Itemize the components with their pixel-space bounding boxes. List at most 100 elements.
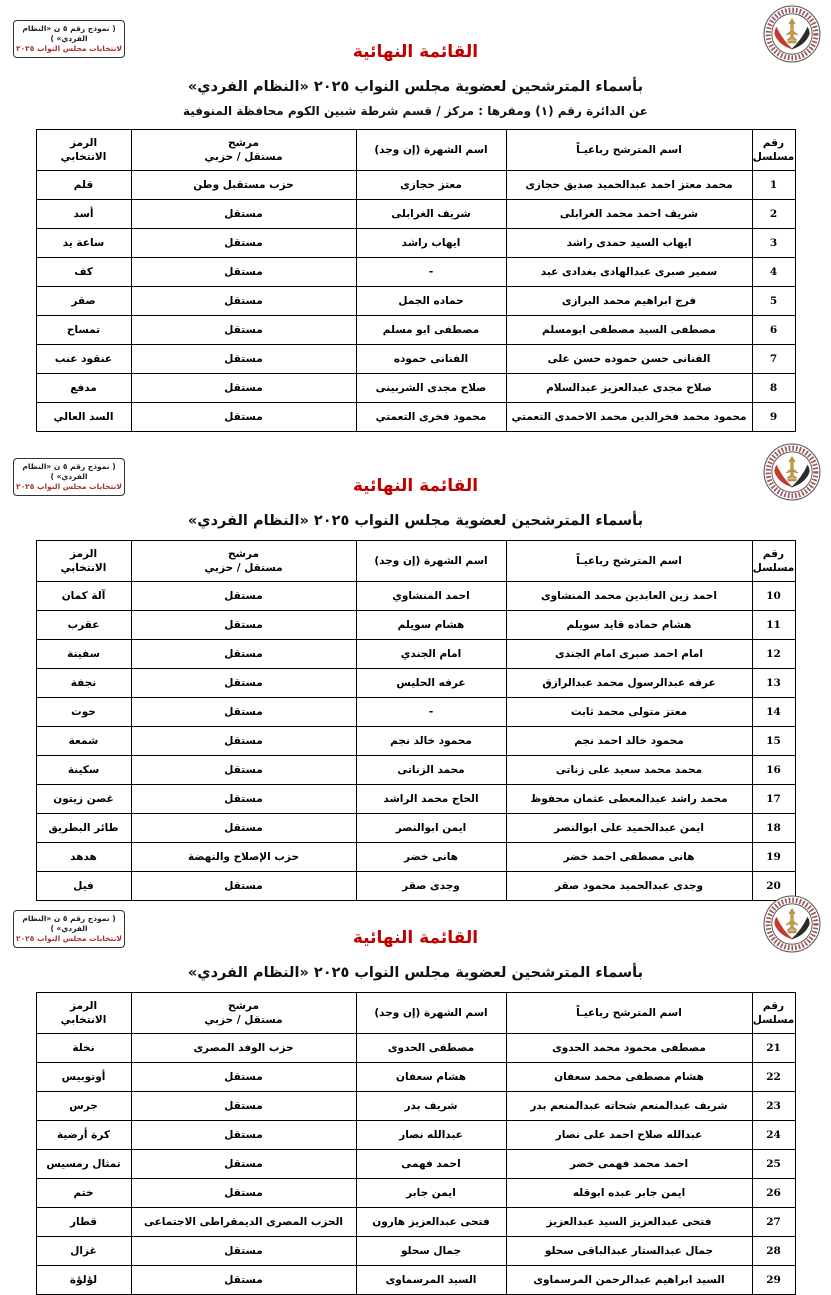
column-header-serial: رقم مسلسل [751, 540, 796, 582]
cell-name: عبدالله صلاح احمد على نصار [505, 1120, 753, 1150]
cell-name: شريف عبدالمنعم شحاته عبدالمنعم بدر [505, 1091, 753, 1121]
cell-symbol: لؤلؤة [35, 1265, 132, 1295]
cell-shahra: جمال سحلو [355, 1236, 507, 1266]
cell-symbol: صقر [35, 286, 132, 316]
cell-symbol: شمعة [35, 726, 132, 756]
cell-name: احمد محمد فهمى خضر [505, 1149, 753, 1179]
cell-serial: 29 [751, 1265, 796, 1295]
cell-party: مستقل [130, 755, 357, 785]
cell-party: مستقل [130, 1236, 357, 1266]
page-subtitle: بأسماء المترشحين لعضوية مجلس النواب ٢٠٢٥… [187, 79, 644, 95]
cell-symbol: فيل [35, 871, 132, 901]
election-year-line: لانتخابات مجلس النواب ٢٠٢٥ [16, 482, 122, 492]
table-header-row: رقم مسلسل اسم المترشح رباعيـاً اسم الشهرة … [35, 540, 796, 582]
cell-name: محمود خالد احمد نجم [505, 726, 753, 756]
cell-shahra: - [355, 697, 507, 727]
candidate-row: 13 عرفه عبدالرسول محمد عبدالرازق عرفه الحل… [35, 668, 796, 698]
cell-serial: 12 [751, 639, 796, 669]
candidate-row: 2 شريف احمد محمد الغرابلى شريف الغرابلى مست… [35, 199, 796, 229]
cell-symbol: كرة أرضية [35, 1120, 132, 1150]
cell-name: هشام مصطفى محمد سعفان [505, 1062, 753, 1092]
candidate-row: 22 هشام مصطفى محمد سعفان هشام سعفان مستقل أو… [35, 1062, 796, 1092]
cell-party: مستقل [130, 344, 357, 374]
candidate-row: 28 جمال عبدالستار عبدالباقى سحلو جمال سحلو… [35, 1236, 796, 1266]
cell-party: مستقل [130, 726, 357, 756]
candidate-row: 6 مصطفى السيد مصطفى ابومسلم مصطفى ابو مسلم… [35, 315, 796, 345]
cell-shahra: السيد المرسماوى [355, 1265, 507, 1295]
cell-name: احمد زين العابدين محمد المنشاوى [505, 581, 753, 611]
cell-party: مستقل [130, 610, 357, 640]
cell-symbol: مدفع [35, 373, 132, 403]
cell-party: مستقل [130, 1149, 357, 1179]
cell-shahra: احمد المنشاوي [355, 581, 507, 611]
national-elections-authority-logo-icon [763, 5, 821, 63]
form-number-line: ( نموذج رقم ٥ ن «النظام الفردي» ) [22, 462, 116, 482]
cell-party: مستقل [130, 581, 357, 611]
cell-shahra: امام الجندي [355, 639, 507, 669]
cell-serial: 23 [751, 1091, 796, 1121]
cell-symbol: سفينة [35, 639, 132, 669]
cell-name: فتحى عبدالعزيز السيد عبدالعزيز [505, 1207, 753, 1237]
column-header-shahra: اسم الشهرة (إن وجد) [355, 992, 507, 1034]
cell-party: مستقل [130, 697, 357, 727]
page-title: القائمة النهائية [352, 42, 479, 62]
cell-shahra: الفنانى حموده [355, 344, 507, 374]
cell-serial: 7 [751, 344, 796, 374]
cell-serial: 24 [751, 1120, 796, 1150]
cell-party: مستقل [130, 199, 357, 229]
cell-serial: 28 [751, 1236, 796, 1266]
candidate-row: 27 فتحى عبدالعزيز السيد عبدالعزيز فتحى عبد… [35, 1207, 796, 1237]
cell-shahra: محمود خالد نجم [355, 726, 507, 756]
cell-serial: 26 [751, 1178, 796, 1208]
cell-name: فرج ابراهيم محمد البرازى [505, 286, 753, 316]
cell-name: عرفه عبدالرسول محمد عبدالرازق [505, 668, 753, 698]
cell-party: مستقل [130, 668, 357, 698]
national-elections-authority-logo-icon [763, 443, 821, 501]
column-header-name: اسم المترشح رباعيـاً [505, 992, 753, 1034]
cell-symbol: جرس [35, 1091, 132, 1121]
cell-name: محمود محمد فخرالدين محمد الاحمدى التعمتي [505, 402, 753, 432]
cell-serial: 1 [751, 170, 796, 200]
form-number-stamp: ( نموذج رقم ٥ ن «النظام الفردي» ) لانتخا… [13, 910, 125, 949]
cell-serial: 17 [751, 784, 796, 814]
list-page-2: ( نموذج رقم ٥ ن «النظام الفردي» ) لانتخا… [0, 438, 831, 901]
cell-symbol: طائر البطريق [35, 813, 132, 843]
form-number-line: ( نموذج رقم ٥ ن «النظام الفردي» ) [22, 914, 116, 934]
cell-serial: 19 [751, 842, 796, 872]
cell-serial: 11 [751, 610, 796, 640]
candidate-row: 24 عبدالله صلاح احمد على نصار عبدالله نصار… [35, 1120, 796, 1150]
candidate-row: 20 وجدى عبدالحميد محمود صقر وجدى صقر مستقل ف… [35, 871, 796, 901]
cell-shahra: محمود فخرى التعمتي [355, 402, 507, 432]
candidate-row: 16 محمد محمد سعيد على زناتى محمد الزناتى مس… [35, 755, 796, 785]
cell-shahra: هانى خضر [355, 842, 507, 872]
candidate-row: 15 محمود خالد احمد نجم محمود خالد نجم مستقل… [35, 726, 796, 756]
cell-name: ايهاب السيد حمدى راشد [505, 228, 753, 258]
cell-name: شريف احمد محمد الغرابلى [505, 199, 753, 229]
column-header-shahra: اسم الشهرة (إن وجد) [355, 129, 507, 171]
cell-serial: 22 [751, 1062, 796, 1092]
cell-symbol: قلم [35, 170, 132, 200]
column-header-name: اسم المترشح رباعيـاً [505, 540, 753, 582]
table-header-row: رقم مسلسل اسم المترشح رباعيـاً اسم الشهرة … [35, 992, 796, 1034]
cell-party: مستقل [130, 871, 357, 901]
cell-name: الفنانى حسن حموده حسن على [505, 344, 753, 374]
cell-serial: 14 [751, 697, 796, 727]
column-header-party: مرشح مستقل / حزبي [130, 540, 357, 582]
cell-party: حزب الوفد المصرى [130, 1033, 357, 1063]
cell-party: مستقل [130, 257, 357, 287]
column-header-symbol: الرمز الانتخابي [35, 540, 132, 582]
cell-party: مستقل [130, 315, 357, 345]
cell-party: مستقل [130, 286, 357, 316]
district-info-line: عن الدائرة رقم (١) ومقرها : مركز / قسم ش… [182, 104, 648, 118]
cell-party: مستقل [130, 1265, 357, 1295]
candidate-row: 14 معتز متولى محمد ثابت - مستقل حوت [35, 697, 796, 727]
column-header-shahra: اسم الشهرة (إن وجد) [355, 540, 507, 582]
cell-party: مستقل [130, 1091, 357, 1121]
cell-symbol: غزال [35, 1236, 132, 1266]
candidates-table-3: رقم مسلسل اسم المترشح رباعيـاً اسم الشهرة … [35, 992, 796, 1295]
form-number-line: ( نموذج رقم ٥ ن «النظام الفردي» ) [22, 24, 116, 44]
cell-party: حزب الإصلاح والنهضة [130, 842, 357, 872]
candidate-row: 26 ايمن جابر عبده ابوقله ايمن جابر مستقل ختم [35, 1178, 796, 1208]
cell-symbol: غصن زيتون [35, 784, 132, 814]
